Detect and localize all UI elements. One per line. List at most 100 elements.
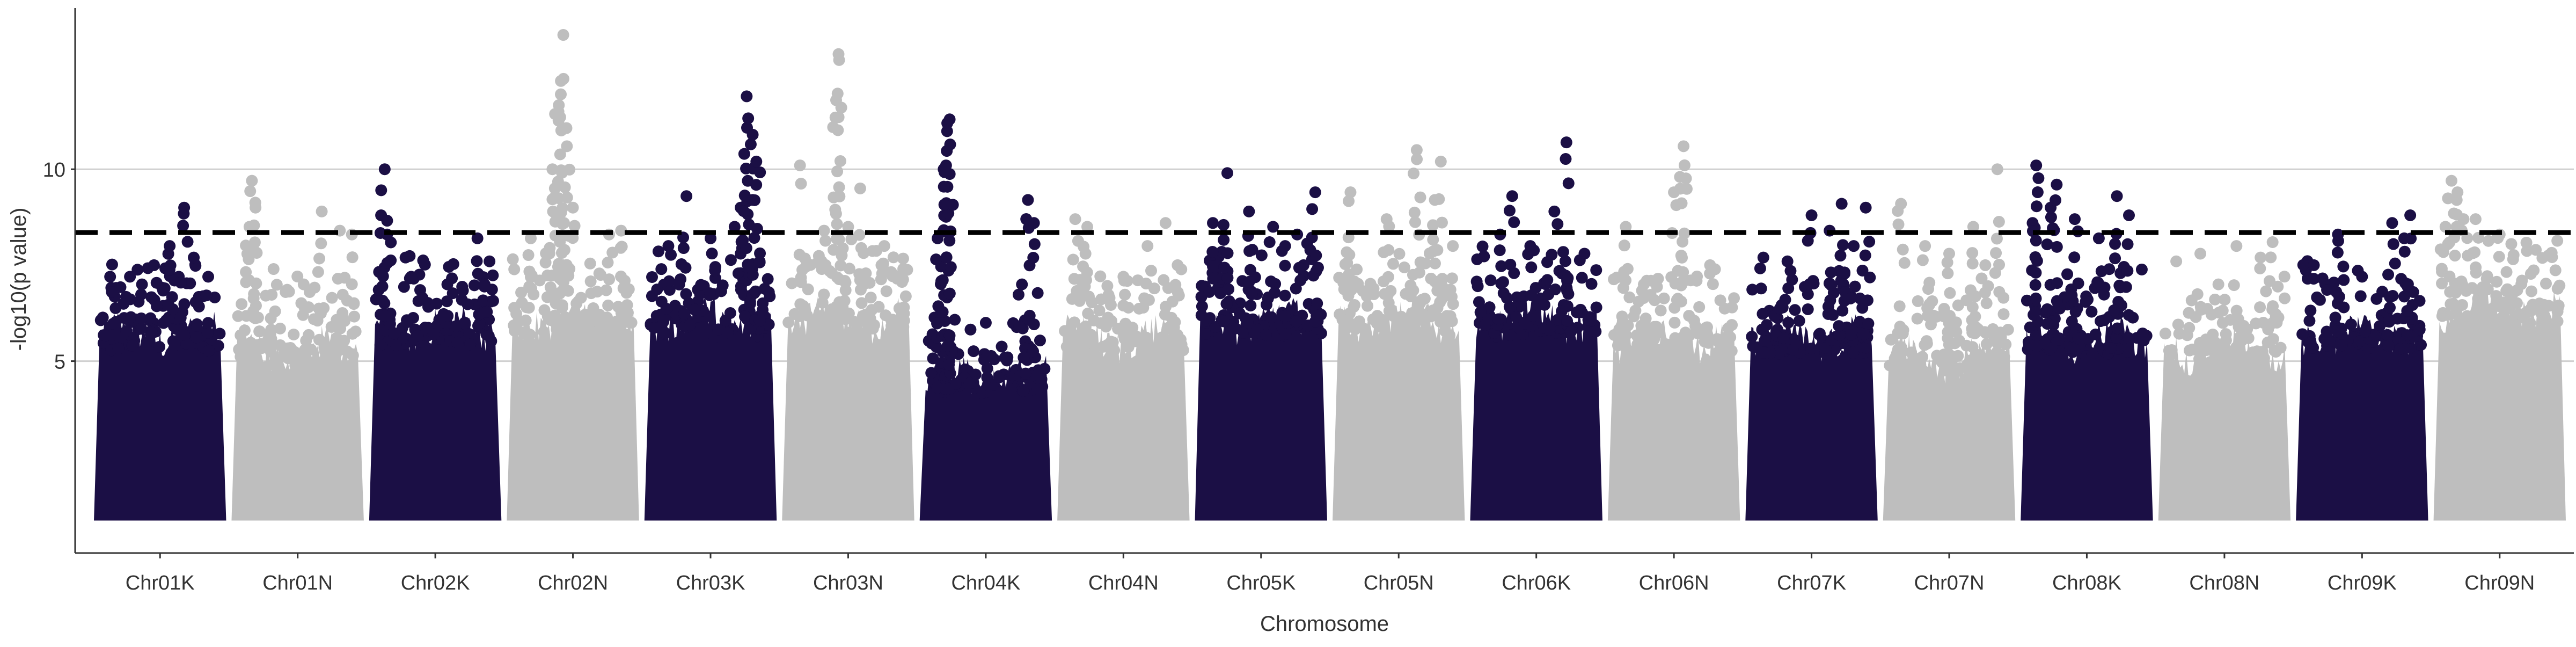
data-point	[818, 288, 830, 301]
data-point	[1101, 280, 1114, 292]
x-tick-label-Chr06K: Chr06K	[1502, 572, 1571, 594]
data-point	[1164, 344, 1176, 356]
data-point	[2337, 260, 2350, 273]
data-point	[419, 258, 431, 271]
data-point	[1954, 362, 1966, 374]
data-point	[401, 316, 413, 329]
data-point	[2383, 314, 2395, 326]
data-point	[1265, 275, 1277, 288]
data-point	[689, 303, 701, 316]
series-Chr06N	[1607, 140, 1740, 521]
data-point	[2353, 335, 2366, 347]
data-point	[447, 287, 459, 300]
data-point	[1120, 321, 1132, 333]
data-point	[594, 323, 606, 335]
peak-point	[178, 201, 191, 214]
data-point	[585, 287, 597, 300]
data-point	[1431, 244, 1444, 256]
x-tick-label-Chr02K: Chr02K	[401, 572, 470, 594]
data-point	[1773, 347, 1785, 360]
data-point	[1527, 310, 1539, 322]
data-point	[546, 270, 559, 282]
data-point	[939, 315, 951, 327]
data-point	[1223, 283, 1235, 295]
data-point	[943, 330, 956, 342]
peak-point	[2230, 240, 2243, 252]
data-point	[2172, 318, 2184, 331]
data-point	[1919, 339, 1931, 351]
point-band-Chr08N	[2158, 324, 2291, 521]
data-point	[754, 247, 766, 259]
data-point	[2321, 283, 2333, 296]
series-Chr05N	[1333, 144, 1465, 521]
data-point	[655, 263, 668, 275]
data-point	[1623, 345, 1635, 357]
data-point	[2235, 331, 2247, 344]
data-point	[1552, 314, 1564, 326]
data-point	[2413, 295, 2426, 307]
data-point	[2338, 274, 2350, 286]
data-point	[1860, 341, 1872, 354]
data-point	[1143, 294, 1155, 306]
data-point	[964, 323, 977, 336]
data-point	[1964, 368, 1977, 381]
data-point	[1218, 234, 1230, 246]
data-point	[1425, 309, 1437, 322]
data-point	[843, 326, 855, 339]
data-point	[1446, 272, 1458, 285]
data-point	[1782, 282, 1795, 294]
data-point	[2183, 322, 2196, 334]
data-point	[1233, 307, 1246, 319]
data-point	[2296, 328, 2309, 340]
y-tick-label-5: 5	[54, 351, 65, 374]
data-point	[709, 264, 721, 277]
data-point	[2267, 300, 2279, 312]
data-point	[376, 280, 389, 293]
peak-point	[1410, 144, 1423, 156]
data-point	[936, 274, 949, 286]
data-point	[2127, 311, 2139, 324]
data-point	[332, 272, 344, 285]
data-point	[1362, 300, 1374, 312]
data-point	[1552, 218, 1564, 230]
data-point	[829, 316, 841, 329]
point-band-Chr09K	[2296, 315, 2428, 521]
data-point	[2184, 344, 2196, 357]
data-point	[2030, 200, 2043, 213]
data-point	[1590, 301, 1602, 314]
data-point	[1433, 193, 1445, 205]
data-point	[839, 310, 852, 322]
data-point	[942, 383, 954, 395]
peak-point	[484, 255, 496, 267]
data-point	[744, 138, 757, 150]
data-point	[835, 101, 847, 114]
data-point	[522, 249, 535, 261]
data-point	[549, 215, 561, 228]
series-Chr07K	[1745, 198, 1878, 521]
data-point	[2478, 306, 2491, 318]
data-point	[1616, 310, 1628, 323]
data-point	[944, 139, 956, 151]
data-point	[762, 273, 774, 285]
point-band-Chr08K	[2021, 315, 2153, 521]
data-point	[839, 275, 851, 287]
data-point	[318, 302, 330, 314]
point-band-Chr06N	[1607, 315, 1740, 521]
data-point	[2193, 342, 2205, 354]
data-point	[1675, 279, 1687, 292]
data-point	[2525, 285, 2537, 297]
data-point	[786, 277, 798, 289]
data-point	[1525, 289, 1538, 301]
data-point	[1913, 363, 1925, 375]
data-point	[555, 274, 568, 286]
data-point	[507, 253, 519, 265]
data-point	[737, 205, 750, 217]
data-point	[2031, 255, 2043, 267]
data-point	[201, 326, 214, 339]
data-point	[450, 320, 462, 332]
data-point	[212, 340, 224, 352]
data-point	[875, 273, 887, 286]
data-point	[754, 166, 766, 179]
data-point	[1782, 316, 1795, 329]
data-point	[1616, 330, 1629, 342]
